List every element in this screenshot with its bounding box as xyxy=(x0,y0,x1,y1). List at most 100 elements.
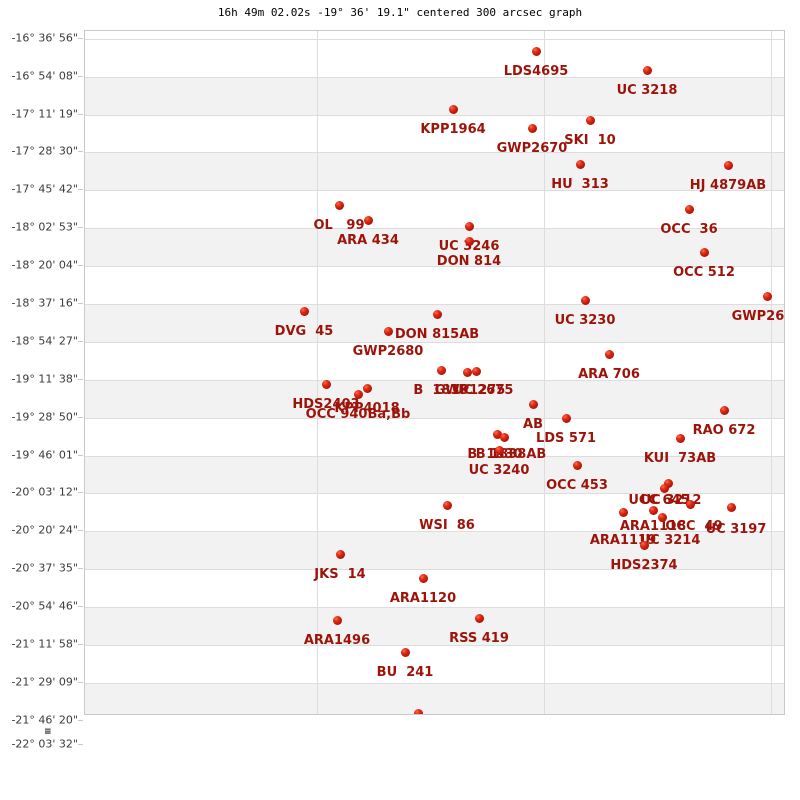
y-axis-tick-label: -17° 28' 30" xyxy=(11,144,78,158)
vertical-gridline xyxy=(771,31,772,714)
star-label: GWP2650 xyxy=(731,309,785,324)
y-axis-tick-mark xyxy=(78,341,83,342)
star-label: ARA1496 xyxy=(303,633,371,648)
horizontal-gridline xyxy=(85,683,784,684)
y-axis-tick-mark xyxy=(78,644,83,645)
star-label: UC 3214 xyxy=(639,533,701,548)
star-label: JKS 14 xyxy=(314,567,366,582)
star-marker[interactable] xyxy=(639,540,649,550)
star-marker[interactable] xyxy=(464,236,474,246)
star-marker[interactable] xyxy=(642,65,652,75)
star-marker[interactable] xyxy=(580,295,590,305)
horizontal-gridline xyxy=(85,190,784,191)
horizontal-gridline xyxy=(85,152,784,153)
star-marker[interactable] xyxy=(334,200,344,210)
star-marker[interactable] xyxy=(726,502,736,512)
star-label: B 1838AB xyxy=(475,447,547,462)
star-marker[interactable] xyxy=(699,247,709,257)
star-label: OCC 512 xyxy=(673,265,735,280)
star-marker[interactable] xyxy=(471,366,481,376)
star-label: GWP2680 xyxy=(352,344,424,359)
y-axis-tick-mark xyxy=(78,76,83,77)
star-marker[interactable] xyxy=(383,326,393,336)
vertical-gridline xyxy=(317,31,318,714)
star-marker[interactable] xyxy=(321,379,331,389)
y-axis-tick-label: -18° 20' 04" xyxy=(11,258,78,272)
y-axis-tick-mark xyxy=(78,568,83,569)
star-marker[interactable] xyxy=(418,573,428,583)
star-marker[interactable] xyxy=(448,104,458,114)
horizontal-gridline xyxy=(85,39,784,40)
y-axis-tick-label: -18° 37' 16" xyxy=(11,296,78,310)
row-band xyxy=(85,683,784,714)
y-axis-tick-mark xyxy=(78,379,83,380)
star-marker[interactable] xyxy=(442,500,452,510)
star-marker[interactable] xyxy=(585,115,595,125)
horizontal-gridline xyxy=(85,304,784,305)
y-axis-tick-mark xyxy=(78,227,83,228)
star-marker[interactable] xyxy=(492,429,502,439)
star-marker[interactable] xyxy=(527,123,537,133)
star-label: GWP1275 xyxy=(434,383,506,398)
star-marker[interactable] xyxy=(332,615,342,625)
star-marker[interactable] xyxy=(723,160,733,170)
y-axis-tick-mark xyxy=(78,151,83,152)
horizontal-gridline xyxy=(85,115,784,116)
star-marker[interactable] xyxy=(335,549,345,559)
star-marker[interactable] xyxy=(528,399,538,409)
y-axis-tick-label: -20° 54' 46" xyxy=(11,599,78,613)
y-axis-tick-label: -17° 45' 42" xyxy=(11,182,78,196)
star-marker[interactable] xyxy=(648,505,658,515)
star-label: ARA1120 xyxy=(389,591,457,606)
star-marker[interactable] xyxy=(432,309,442,319)
star-marker[interactable] xyxy=(685,499,695,509)
star-marker[interactable] xyxy=(684,204,694,214)
row-band xyxy=(85,607,784,645)
star-marker[interactable] xyxy=(561,413,571,423)
y-axis-tick-label: -16° 36' 56" xyxy=(11,31,78,45)
y-axis-tick-label: -21° 29' 09" xyxy=(11,675,78,689)
horizontal-gridline xyxy=(85,342,784,343)
y-axis-tick-label: -16° 54' 08" xyxy=(11,69,78,83)
horizontal-gridline xyxy=(85,380,784,381)
row-band xyxy=(85,77,784,115)
star-marker[interactable] xyxy=(675,433,685,443)
star-marker[interactable] xyxy=(663,478,673,488)
y-axis-tick-mark xyxy=(78,303,83,304)
star-marker[interactable] xyxy=(462,367,472,377)
plot-area[interactable]: LDS4695 UC 3218 KPP1964 SKI 10 GWP2670 HU 313… xyxy=(84,30,785,715)
star-marker[interactable] xyxy=(575,159,585,169)
y-axis-tick-mark xyxy=(78,114,83,115)
star-marker[interactable] xyxy=(474,613,484,623)
star-marker[interactable] xyxy=(494,445,504,455)
star-label: UC 3218 xyxy=(616,83,678,98)
y-axis-tick-label: -18° 02' 53" xyxy=(11,220,78,234)
star-marker[interactable] xyxy=(400,647,410,657)
star-label: LDS4695 xyxy=(503,64,569,79)
star-marker[interactable] xyxy=(362,383,372,393)
star-marker[interactable] xyxy=(299,306,309,316)
star-label: HDS2403 xyxy=(292,397,360,412)
star-marker[interactable] xyxy=(464,221,474,231)
star-marker[interactable] xyxy=(657,512,667,522)
y-axis-tick-mark xyxy=(78,455,83,456)
star-label: DON 814 xyxy=(436,254,502,269)
star-marker[interactable] xyxy=(413,708,423,714)
star-marker[interactable] xyxy=(363,215,373,225)
y-axis-tick-mark xyxy=(78,720,83,721)
star-marker[interactable] xyxy=(762,291,772,301)
star-label: UC 3240 xyxy=(468,463,530,478)
star-marker[interactable] xyxy=(719,405,729,415)
star-marker[interactable] xyxy=(659,483,669,493)
star-label: DON 815AB xyxy=(394,327,480,342)
star-marker[interactable] xyxy=(531,46,541,56)
star-marker[interactable] xyxy=(353,389,363,399)
star-marker[interactable] xyxy=(572,460,582,470)
star-marker[interactable] xyxy=(618,507,628,517)
star-marker[interactable] xyxy=(436,365,446,375)
star-marker[interactable] xyxy=(604,349,614,359)
star-label: OCC 453 xyxy=(546,478,608,493)
star-marker[interactable] xyxy=(499,432,509,442)
horizontal-gridline xyxy=(85,77,784,78)
